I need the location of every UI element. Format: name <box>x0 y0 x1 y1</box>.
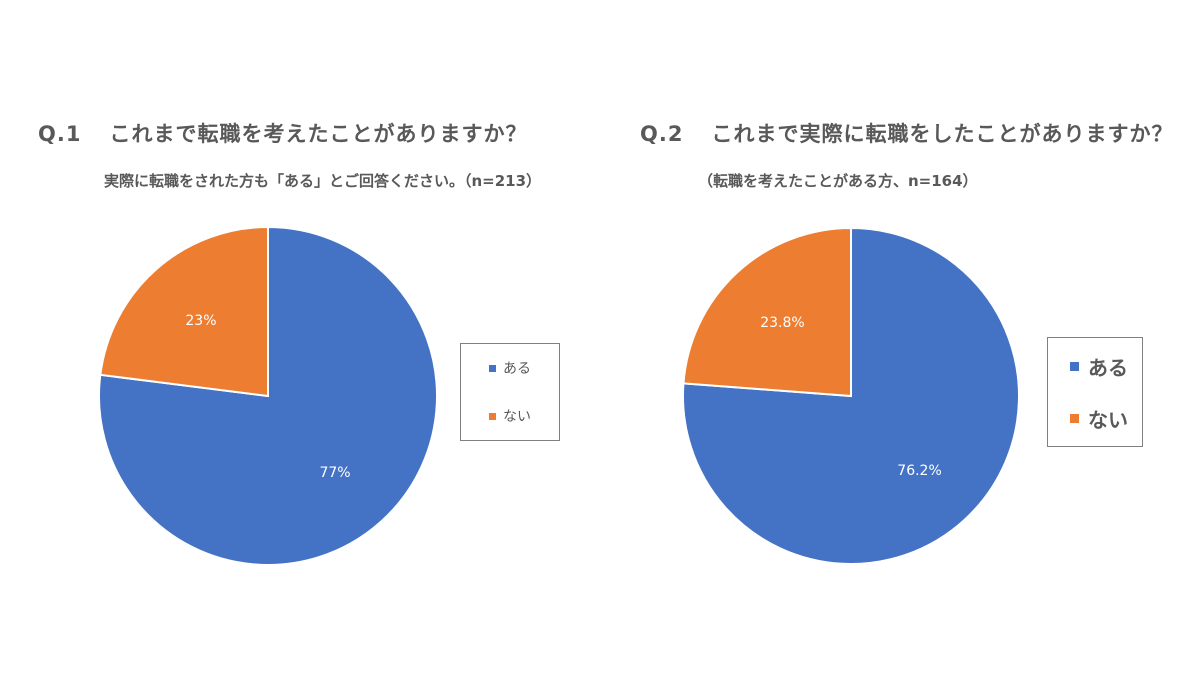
pie-chart: 76.2% 23.8% <box>682 226 1020 565</box>
legend-label-nai: ない <box>503 409 531 425</box>
question-number: Q.1 <box>38 122 82 146</box>
legend-swatch-nai <box>1070 414 1079 423</box>
chart-panel-q2: Q.2 これまで実際に転職をしたことがありますか？ （転職を考えたことがある方、n… <box>600 0 1200 692</box>
data-label-aru: 77% <box>319 465 350 481</box>
chart-panel-q1: Q.1 これまで転職を考えたことがありますか？ 実際に転職をされた方も「ある」とご… <box>38 118 560 566</box>
chart-legend: ある ない <box>1047 337 1143 447</box>
chart-title: Q.1 これまで転職を考えたことがありますか？ <box>38 118 527 148</box>
chart-title: Q.2 これまで実際に転職をしたことがありますか？ <box>640 118 1173 148</box>
pie-slice-aru <box>682 226 1020 565</box>
chart-subtitle: 実際に転職をされた方も「ある」とご回答ください。（n=213） <box>104 172 542 190</box>
legend-item-aru: ある <box>1070 352 1128 381</box>
legend-label-aru: ある <box>503 361 531 377</box>
legend-label-aru: ある <box>1088 356 1128 380</box>
chart-legend: ある ない <box>460 343 560 441</box>
question-number: Q.2 <box>640 122 684 146</box>
legend-item-nai: ない <box>489 406 531 426</box>
legend-item-nai: ない <box>1070 404 1128 433</box>
data-label-nai: 23% <box>185 313 216 329</box>
legend-swatch-nai <box>489 412 496 420</box>
legend-item-aru: ある <box>489 358 531 378</box>
pie-chart: 77% 23% <box>98 225 438 566</box>
question-text: これまで実際に転職をしたことがありますか？ <box>711 122 1174 146</box>
data-label-aru: 76.2% <box>897 463 941 479</box>
pie-slice-nai <box>682 226 852 398</box>
legend-swatch-aru <box>1070 362 1079 371</box>
question-text: これまで転職を考えたことがありますか？ <box>109 122 528 146</box>
legend-label-nai: ない <box>1088 408 1128 432</box>
pie-slice-aru <box>98 225 438 566</box>
legend-swatch-aru <box>489 364 496 372</box>
chart-subtitle: （転職を考えたことがある方、n=164） <box>698 172 978 190</box>
data-label-nai: 23.8% <box>760 315 804 331</box>
pie-slice-nai <box>99 225 269 398</box>
